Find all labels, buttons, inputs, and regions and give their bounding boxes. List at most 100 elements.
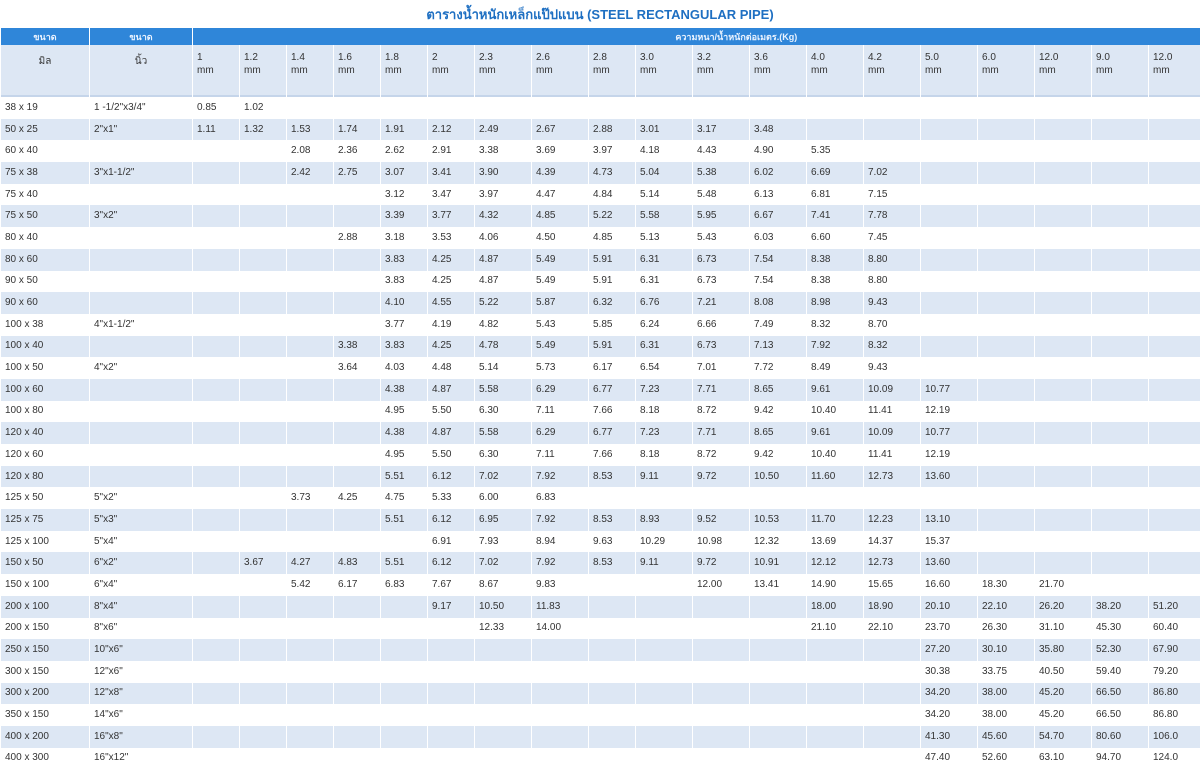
weight-cell: 6.77 [589,422,635,444]
table-row: 60 x 40 2.08 2.36 2.62 2.91 3.38 3.69 3.97 4.18 4… [1,140,1200,163]
weight-cell [381,530,427,553]
weight-cell: 5.87 [532,292,588,314]
weight-cell: 22.10 [864,617,920,640]
weight-cell [193,704,239,726]
weight-cell [921,292,977,314]
weight-cell [381,639,427,661]
weight-cell [287,248,333,271]
thickness-value: 2.3 [479,52,493,63]
size-mm-cell: 75 x 40 [1,183,89,206]
weight-cell: 45.20 [1035,682,1091,705]
weight-cell [287,617,333,640]
weight-cell: 9.43 [864,292,920,314]
weight-cell: 11.83 [532,595,588,618]
weight-cell [1092,162,1148,184]
weight-cell [287,292,333,314]
weight-cell [750,487,806,510]
size-inch-cell [90,183,192,206]
weight-cell: 9.83 [532,574,588,596]
weight-cell: 5.51 [381,509,427,531]
weight-cell: 21.10 [807,617,863,640]
thickness-unit: mm [754,65,771,76]
weight-cell: 5.14 [475,357,531,379]
weight-cell [532,682,588,705]
weight-cell [1035,422,1091,444]
weight-cell [193,248,239,271]
weight-cell: 5.48 [693,183,749,206]
weight-cell: 2.12 [428,118,474,141]
weight-cell [636,747,692,769]
thickness-unit: mm [1039,65,1056,76]
weight-cell [334,422,380,444]
weight-cell: 8.18 [636,400,692,423]
weight-cell [193,747,239,769]
weight-cell: 1.74 [334,118,380,141]
weight-cell [921,97,977,119]
weight-cell: 6.66 [693,313,749,336]
weight-cell [1092,313,1148,336]
weight-cell [978,400,1034,423]
weight-cell [287,357,333,379]
size-inch-cell: 10"x6" [90,639,192,661]
weight-cell: 30.10 [978,639,1034,661]
weight-cell [921,118,977,141]
table-row: 125 x 75 5"x3" 5.51 6.12 6.95 7.92 8.53 8.93 9.5… [1,509,1200,531]
weight-cell [978,465,1034,488]
weight-cell: 2.36 [334,140,380,163]
weight-cell: 45.30 [1092,617,1148,640]
weight-cell: 6.31 [636,270,692,293]
thickness-header-row: มิล นิ้ว 1 mm 1.2 mm 1.4 mm 1.6 mm 1.8 mm 2 mm 2.3 mm… [1,45,1200,97]
weight-cell: 6.03 [750,227,806,249]
weight-cell [589,97,635,119]
weight-cell [334,725,380,748]
weight-cell [589,639,635,661]
weight-cell: 5.43 [532,313,588,336]
weight-cell [1035,118,1091,141]
weight-cell [978,205,1034,228]
weight-cell: 9.72 [693,552,749,575]
weight-cell: 5.58 [475,378,531,401]
weight-cell [1035,444,1091,466]
weight-cell [1092,400,1148,423]
weight-cell: 3.17 [693,118,749,141]
weight-cell: 8.93 [636,509,692,531]
thickness-header-cell: 9.0 mm [1092,45,1148,97]
weight-cell [693,660,749,683]
weight-cell: 21.70 [1035,574,1091,596]
weight-cell: 6.13 [750,183,806,206]
weight-cell [334,270,380,293]
weight-cell: 124.0 [1149,747,1200,769]
weight-cell: 3.41 [428,162,474,184]
weight-cell: 9.42 [750,400,806,423]
weight-cell [240,292,286,314]
weight-cell [807,747,863,769]
weight-cell: 4.43 [693,140,749,163]
weight-cell: 106.0 [1149,725,1200,748]
weight-cell [1035,205,1091,228]
weight-cell: 3.83 [381,335,427,358]
weight-cell [693,682,749,705]
weight-cell: 6.67 [750,205,806,228]
weight-cell: 8.67 [475,574,531,596]
weight-cell: 2.88 [589,118,635,141]
weight-cell: 4.85 [532,205,588,228]
weight-cell: 12.12 [807,552,863,575]
weight-cell [334,292,380,314]
weight-cell [240,444,286,466]
weight-cell: 8.32 [864,335,920,358]
weight-cell [240,682,286,705]
weight-cell: 2.67 [532,118,588,141]
size-mm-cell: 80 x 40 [1,227,89,249]
weight-cell [1092,270,1148,293]
weight-cell: 4.87 [475,248,531,271]
weight-cell [1035,97,1091,119]
weight-cell [693,725,749,748]
weight-cell [381,97,427,119]
weight-cell: 2.88 [334,227,380,249]
weight-cell [807,660,863,683]
weight-cell: 10.91 [750,552,806,575]
weight-cell [428,725,474,748]
weight-cell [807,725,863,748]
size-inch-cell [90,292,192,314]
thickness-value: 2 [432,52,438,63]
